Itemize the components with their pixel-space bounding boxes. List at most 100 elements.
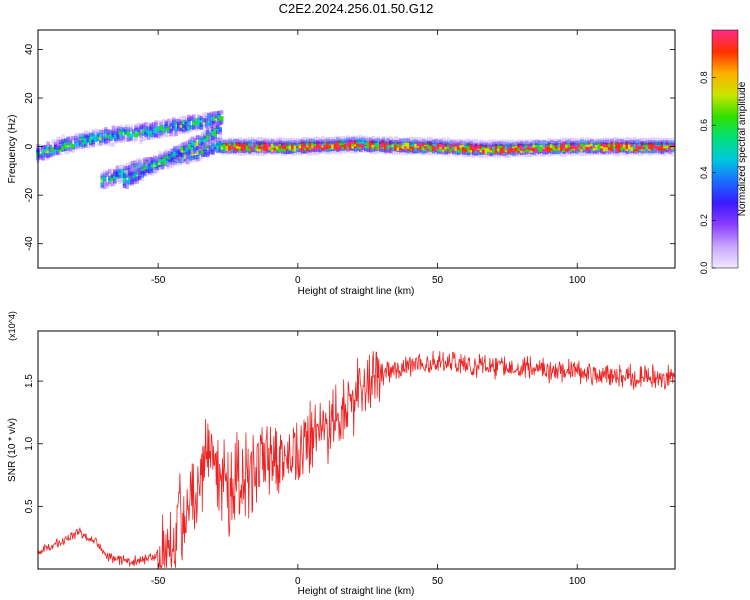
spectrogram-cell bbox=[353, 147, 358, 152]
spectrogram-cell bbox=[431, 139, 436, 145]
spectrogram-cell bbox=[63, 138, 68, 143]
spectrogram-cell bbox=[590, 148, 594, 153]
spectrogram-cell bbox=[163, 153, 167, 159]
spectrogram-cell bbox=[41, 152, 45, 157]
spectrogram-cell bbox=[617, 142, 622, 147]
spectrogram-cell bbox=[625, 140, 630, 145]
spectrogram-cell bbox=[416, 148, 421, 153]
spectrogram-cell bbox=[612, 151, 617, 156]
spectrogram-cell bbox=[58, 145, 63, 150]
spectrogram-cell bbox=[228, 146, 232, 151]
spectrogram-cell bbox=[441, 137, 446, 142]
spectrogram-cell bbox=[311, 137, 315, 142]
spectrogram-cell bbox=[68, 146, 73, 152]
spectrogram-cell bbox=[214, 116, 219, 121]
spectrogram-cell bbox=[111, 125, 116, 130]
spectrogram-cell bbox=[655, 148, 660, 153]
spectrogram-cell bbox=[497, 144, 501, 149]
spectrogram-cell bbox=[582, 138, 587, 143]
spectrogram-cell bbox=[419, 144, 423, 149]
spectrogram-cell bbox=[424, 144, 428, 149]
spectrogram-cell bbox=[243, 151, 247, 156]
spectrogram-cell bbox=[456, 141, 461, 146]
spectrogram-cell bbox=[245, 146, 250, 151]
spectrogram-cell bbox=[56, 143, 60, 149]
spectrogram-cell bbox=[464, 150, 469, 155]
spectrogram-cell bbox=[441, 143, 446, 148]
spectrogram-cell bbox=[648, 142, 652, 147]
spectrogram-cell bbox=[100, 181, 105, 186]
spectrogram-cell bbox=[174, 118, 179, 124]
spectrogram-cell bbox=[328, 150, 333, 155]
spectrogram-cell bbox=[202, 112, 206, 118]
spectrogram-cell bbox=[240, 146, 245, 152]
spectrogram-cell bbox=[376, 141, 381, 147]
spectrogram-cell bbox=[333, 150, 338, 155]
spectrogram-cell bbox=[238, 146, 242, 151]
spectrogram-cell bbox=[610, 141, 614, 146]
spectrogram-cell bbox=[218, 145, 223, 150]
spectrogram-cell bbox=[668, 138, 672, 143]
spectrogram-cell bbox=[575, 149, 579, 154]
spectrogram-cell bbox=[429, 140, 433, 146]
spectrogram-cell bbox=[248, 139, 252, 145]
spectrogram-cell bbox=[183, 141, 187, 146]
spectrogram-cell bbox=[308, 148, 313, 153]
top-y-axis-label: Frequency (Hz) bbox=[7, 115, 18, 184]
spectrogram-cell bbox=[199, 115, 204, 121]
spectrogram-cell bbox=[218, 138, 223, 143]
spectrogram-cell bbox=[86, 144, 91, 149]
spectrogram-cell bbox=[456, 138, 461, 144]
spectrogram-cell bbox=[575, 138, 579, 143]
spectrogram-cell bbox=[215, 129, 220, 135]
spectrogram-cell bbox=[363, 135, 368, 141]
spectrogram-cell bbox=[113, 181, 117, 186]
spectrogram-cell bbox=[381, 149, 386, 155]
spectrogram-cell bbox=[620, 139, 624, 144]
spectrogram-cell bbox=[179, 123, 184, 128]
spectrogram-cell bbox=[38, 147, 43, 152]
spectrogram-cell bbox=[278, 150, 283, 156]
spectrogram-cell bbox=[283, 144, 288, 150]
spectrogram-cell bbox=[94, 134, 98, 139]
spectrogram-cell bbox=[464, 138, 469, 144]
spectrogram-cell bbox=[409, 140, 413, 145]
spectrogram-cell bbox=[439, 142, 443, 147]
top-x-tick-label: 100 bbox=[569, 275, 586, 286]
spectrogram-cell bbox=[575, 146, 579, 151]
spectrogram-cell bbox=[301, 149, 305, 154]
spectrogram-cell bbox=[441, 151, 446, 157]
spectrogram-cell bbox=[56, 139, 60, 145]
spectrogram-cell bbox=[61, 139, 65, 144]
spectrogram-cell bbox=[211, 150, 215, 155]
spectrogram-cell bbox=[188, 147, 192, 152]
spectrogram-cell bbox=[255, 144, 260, 149]
spectrogram-cell bbox=[582, 151, 587, 157]
spectrogram-cell bbox=[602, 149, 607, 155]
spectrogram-cell bbox=[197, 120, 201, 126]
spectrogram-cell bbox=[303, 145, 308, 151]
spectrogram-cell bbox=[265, 138, 270, 143]
spectrogram-cell bbox=[461, 140, 466, 146]
spectrogram-cell bbox=[590, 138, 594, 143]
spectrogram-cell bbox=[89, 143, 93, 148]
spectrogram-cell bbox=[429, 150, 433, 156]
spectrogram-cell bbox=[547, 138, 552, 143]
spectrogram-cell bbox=[524, 139, 529, 144]
spectrogram-cell bbox=[161, 132, 166, 137]
spectrogram-cell bbox=[134, 127, 138, 133]
spectrogram-cell bbox=[253, 139, 257, 145]
spectrogram-cell bbox=[444, 138, 448, 144]
spectrogram-cell bbox=[102, 180, 107, 185]
spectrogram-cell bbox=[130, 171, 134, 176]
spectrogram-cell bbox=[68, 137, 73, 142]
spectrogram-cell bbox=[132, 173, 137, 178]
spectrogram-cell bbox=[464, 152, 469, 158]
spectrogram-cell bbox=[135, 166, 140, 171]
spectrogram-cell bbox=[58, 139, 63, 145]
spectrogram-cell bbox=[78, 142, 83, 148]
spectrogram-cell bbox=[467, 138, 471, 144]
spectrogram-cell bbox=[293, 150, 298, 156]
spectrogram-cell bbox=[524, 143, 529, 149]
spectrogram-cell bbox=[106, 140, 111, 146]
